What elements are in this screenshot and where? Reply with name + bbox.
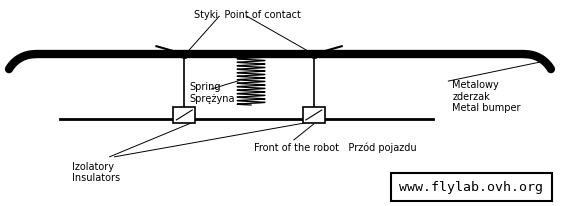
- FancyBboxPatch shape: [173, 108, 195, 123]
- Text: www.flylab.ovh.org: www.flylab.ovh.org: [399, 180, 543, 193]
- FancyBboxPatch shape: [391, 173, 552, 201]
- Text: Front of the robot   Przód pojazdu: Front of the robot Przód pojazdu: [254, 142, 416, 153]
- Text: Styki  Point of contact: Styki Point of contact: [194, 10, 301, 20]
- Text: Spring
Sprężyna: Spring Sprężyna: [189, 82, 235, 103]
- FancyBboxPatch shape: [303, 108, 325, 123]
- Text: Metalowy
zderzak
Metal bumper: Metalowy zderzak Metal bumper: [452, 80, 521, 113]
- Text: Izolatory
Insulators: Izolatory Insulators: [72, 161, 120, 183]
